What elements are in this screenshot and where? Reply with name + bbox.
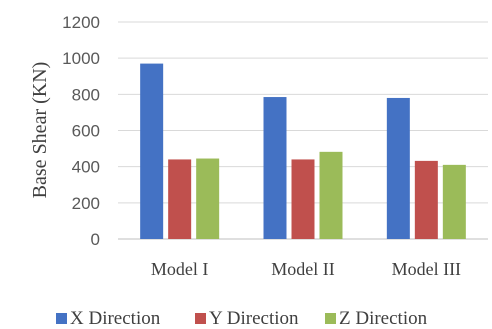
bar: [140, 63, 164, 239]
bars: [140, 63, 466, 239]
y-tick-label: 600: [72, 122, 100, 141]
y-axis-ticks: 0 200 400 600 800 1000 1200: [62, 13, 100, 249]
bar: [168, 159, 192, 239]
y-tick-label: 800: [72, 85, 100, 104]
legend-swatch: [56, 313, 67, 324]
legend-label: X Direction: [70, 308, 161, 329]
bar: [319, 151, 343, 239]
x-category-label: Model I: [151, 259, 209, 279]
y-tick-label: 1000: [62, 49, 100, 68]
x-axis-categories: Model I Model II Model III: [151, 259, 461, 279]
y-tick-label: 1200: [62, 13, 100, 32]
x-category-label: Model II: [271, 259, 334, 279]
legend-swatch: [325, 313, 336, 324]
bar: [263, 97, 287, 239]
y-tick-label: 200: [72, 194, 100, 213]
bar: [414, 160, 438, 239]
bar: [291, 159, 315, 239]
bar: [442, 164, 466, 239]
legend: X Direction Y Direction Z Direction: [56, 308, 428, 329]
y-tick-label: 0: [91, 230, 100, 249]
x-category-label: Model III: [392, 259, 461, 279]
legend-swatch: [195, 313, 206, 324]
legend-label: Z Direction: [339, 308, 428, 329]
y-tick-label: 400: [72, 158, 100, 177]
bar: [196, 158, 220, 239]
y-axis-title: Base Shear (KN): [29, 62, 51, 199]
bar: [386, 97, 410, 239]
legend-label: Y Direction: [209, 308, 299, 329]
